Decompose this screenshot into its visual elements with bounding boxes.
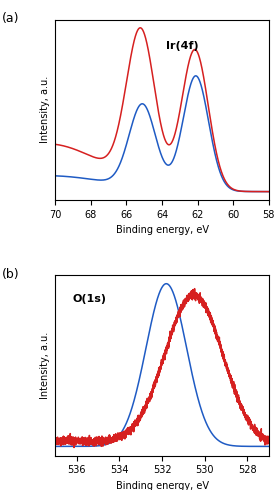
Text: Ir(4f): Ir(4f)	[166, 41, 199, 51]
X-axis label: Binding energy, eV: Binding energy, eV	[116, 225, 209, 235]
Text: O(1s): O(1s)	[73, 294, 106, 303]
Text: (a): (a)	[2, 12, 20, 25]
Y-axis label: Intensity, a.u.: Intensity, a.u.	[40, 76, 50, 144]
Y-axis label: Intensity, a.u.: Intensity, a.u.	[40, 332, 50, 399]
Text: (b): (b)	[2, 269, 20, 281]
X-axis label: Binding energy, eV: Binding energy, eV	[116, 481, 209, 490]
